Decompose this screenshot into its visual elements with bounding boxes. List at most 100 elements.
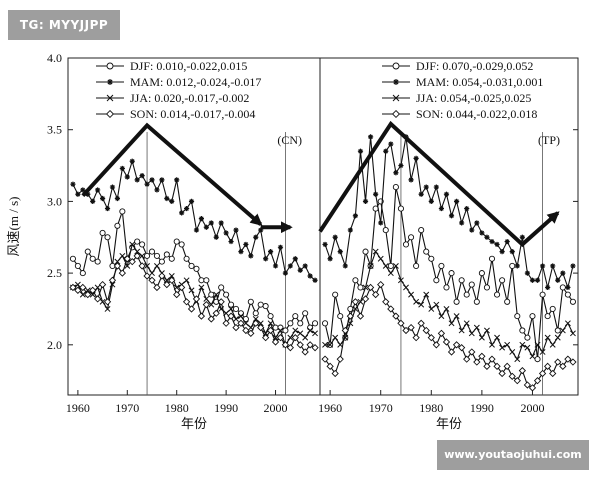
data-point	[513, 377, 521, 385]
y-tick-label: 3.0	[47, 194, 62, 208]
data-point	[432, 341, 440, 349]
data-point	[222, 319, 230, 327]
data-point	[327, 256, 333, 262]
data-point	[174, 177, 180, 183]
data-point	[362, 248, 369, 255]
data-point	[119, 208, 126, 215]
data-point	[243, 241, 249, 248]
data-point	[272, 334, 279, 341]
data-point	[423, 184, 429, 190]
data-point	[99, 229, 106, 237]
data-point	[463, 355, 471, 363]
data-point	[357, 284, 364, 291]
series-diamond	[69, 252, 319, 356]
data-point	[442, 338, 451, 346]
data-point	[322, 241, 328, 248]
data-point	[422, 326, 430, 335]
data-point	[99, 195, 106, 202]
data-point	[347, 227, 353, 233]
data-point	[212, 309, 220, 317]
data-point	[458, 344, 466, 352]
data-point	[519, 327, 526, 334]
legend-label: DJF: 0.070,-0.029,0.052	[416, 59, 533, 73]
data-point	[106, 94, 114, 102]
data-point	[159, 177, 165, 183]
x-tick-label: 1980	[419, 401, 443, 415]
data-point	[377, 255, 384, 262]
data-point	[554, 327, 561, 334]
data-point	[570, 263, 576, 269]
data-point	[282, 327, 289, 334]
data-point	[262, 303, 269, 310]
data-point	[438, 313, 445, 320]
data-point	[452, 341, 461, 349]
data-point	[252, 319, 260, 327]
data-point	[433, 301, 440, 308]
data-point	[208, 291, 215, 298]
data-point	[428, 255, 435, 262]
data-point	[378, 220, 384, 226]
data-point	[524, 334, 531, 341]
data-point	[178, 283, 186, 292]
data-point	[397, 277, 404, 284]
data-point	[119, 165, 125, 172]
data-point	[168, 276, 176, 284]
data-point	[149, 270, 155, 277]
data-point	[382, 227, 389, 234]
data-point	[398, 162, 404, 169]
data-point	[341, 326, 349, 335]
data-point	[529, 353, 536, 360]
data-point	[302, 334, 309, 341]
data-point	[392, 184, 399, 191]
data-point	[144, 252, 151, 259]
data-point	[276, 334, 285, 342]
data-point	[392, 312, 400, 320]
data-point	[187, 305, 196, 313]
legend-label: MAM: 0.012,-0.024,-0.017	[130, 75, 261, 89]
data-point	[277, 244, 284, 250]
data-point	[458, 327, 465, 334]
data-point	[163, 251, 170, 258]
data-point	[158, 272, 166, 280]
data-point	[277, 324, 284, 331]
data-point	[133, 252, 141, 260]
data-point	[437, 329, 446, 337]
data-point	[148, 276, 156, 284]
series-line	[324, 136, 574, 290]
data-point	[483, 327, 490, 334]
data-point	[158, 258, 165, 265]
data-point	[203, 277, 210, 284]
legend-label: SON: 0.014,-0.017,-0.004	[130, 107, 255, 121]
y-tick-label: 4.0	[47, 51, 62, 65]
data-point	[498, 369, 506, 378]
data-point	[272, 263, 279, 269]
data-point	[514, 356, 521, 363]
data-point	[357, 298, 364, 305]
data-point	[538, 369, 547, 378]
trend-arrow	[81, 122, 263, 226]
data-point	[534, 356, 541, 363]
watermark-bottom-right: www.youtaojuhui.com	[437, 440, 589, 470]
data-point	[70, 181, 76, 187]
data-point	[282, 270, 289, 276]
data-point	[393, 170, 399, 176]
data-point	[233, 227, 239, 233]
series-star	[322, 134, 576, 291]
data-point	[519, 341, 526, 348]
data-point	[95, 187, 101, 193]
data-point	[356, 312, 365, 320]
data-point	[367, 134, 374, 140]
data-point	[247, 298, 254, 305]
data-point	[85, 191, 91, 197]
data-point	[218, 284, 225, 291]
data-point	[555, 277, 561, 283]
data-point	[362, 198, 369, 205]
data-point	[509, 262, 516, 269]
data-point	[198, 284, 205, 291]
data-point	[183, 277, 190, 284]
data-point	[118, 269, 126, 277]
data-point	[463, 320, 470, 327]
watermark-top-left: TG: MYYJJPP	[8, 10, 120, 40]
data-point	[179, 210, 185, 216]
data-point	[103, 298, 112, 306]
